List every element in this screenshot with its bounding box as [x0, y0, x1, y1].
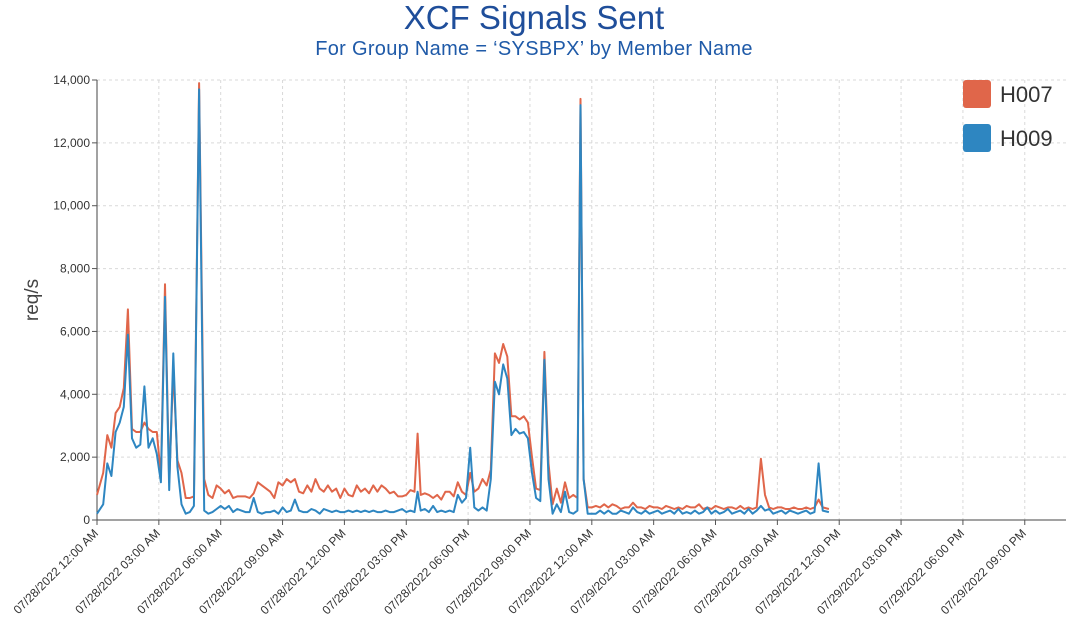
series-line-h007 — [96, 82, 830, 510]
series-lines — [96, 82, 830, 515]
y-tick-label: 0 — [83, 513, 90, 527]
legend-label-h009: H009 — [1000, 126, 1053, 151]
legend: H007 H009 — [963, 80, 1053, 152]
y-tick-label: 12,000 — [53, 136, 90, 150]
y-tick-label: 10,000 — [53, 199, 90, 213]
y-tick-label: 2,000 — [60, 450, 90, 464]
y-axis-ticks: 0 2,000 4,000 6,000 8,000 10,000 12,000 14,000 — [53, 73, 97, 527]
chart-subtitle: For Group Name = ‘SYSBPX’ by Member Name — [315, 38, 753, 60]
legend-swatch-h007 — [963, 80, 991, 108]
chart-title: XCF Signals Sent — [403, 0, 665, 36]
axes — [96, 80, 1066, 521]
y-tick-label: 6,000 — [60, 324, 90, 338]
y-tick-label: 14,000 — [53, 73, 90, 87]
legend-swatch-h009 — [963, 124, 991, 152]
y-axis-label: req/s — [22, 279, 43, 321]
y-tick-label: 8,000 — [60, 262, 90, 276]
y-tick-label: 4,000 — [60, 387, 90, 401]
legend-label-h007: H007 — [1000, 82, 1053, 107]
series-line-h009 — [96, 88, 830, 515]
